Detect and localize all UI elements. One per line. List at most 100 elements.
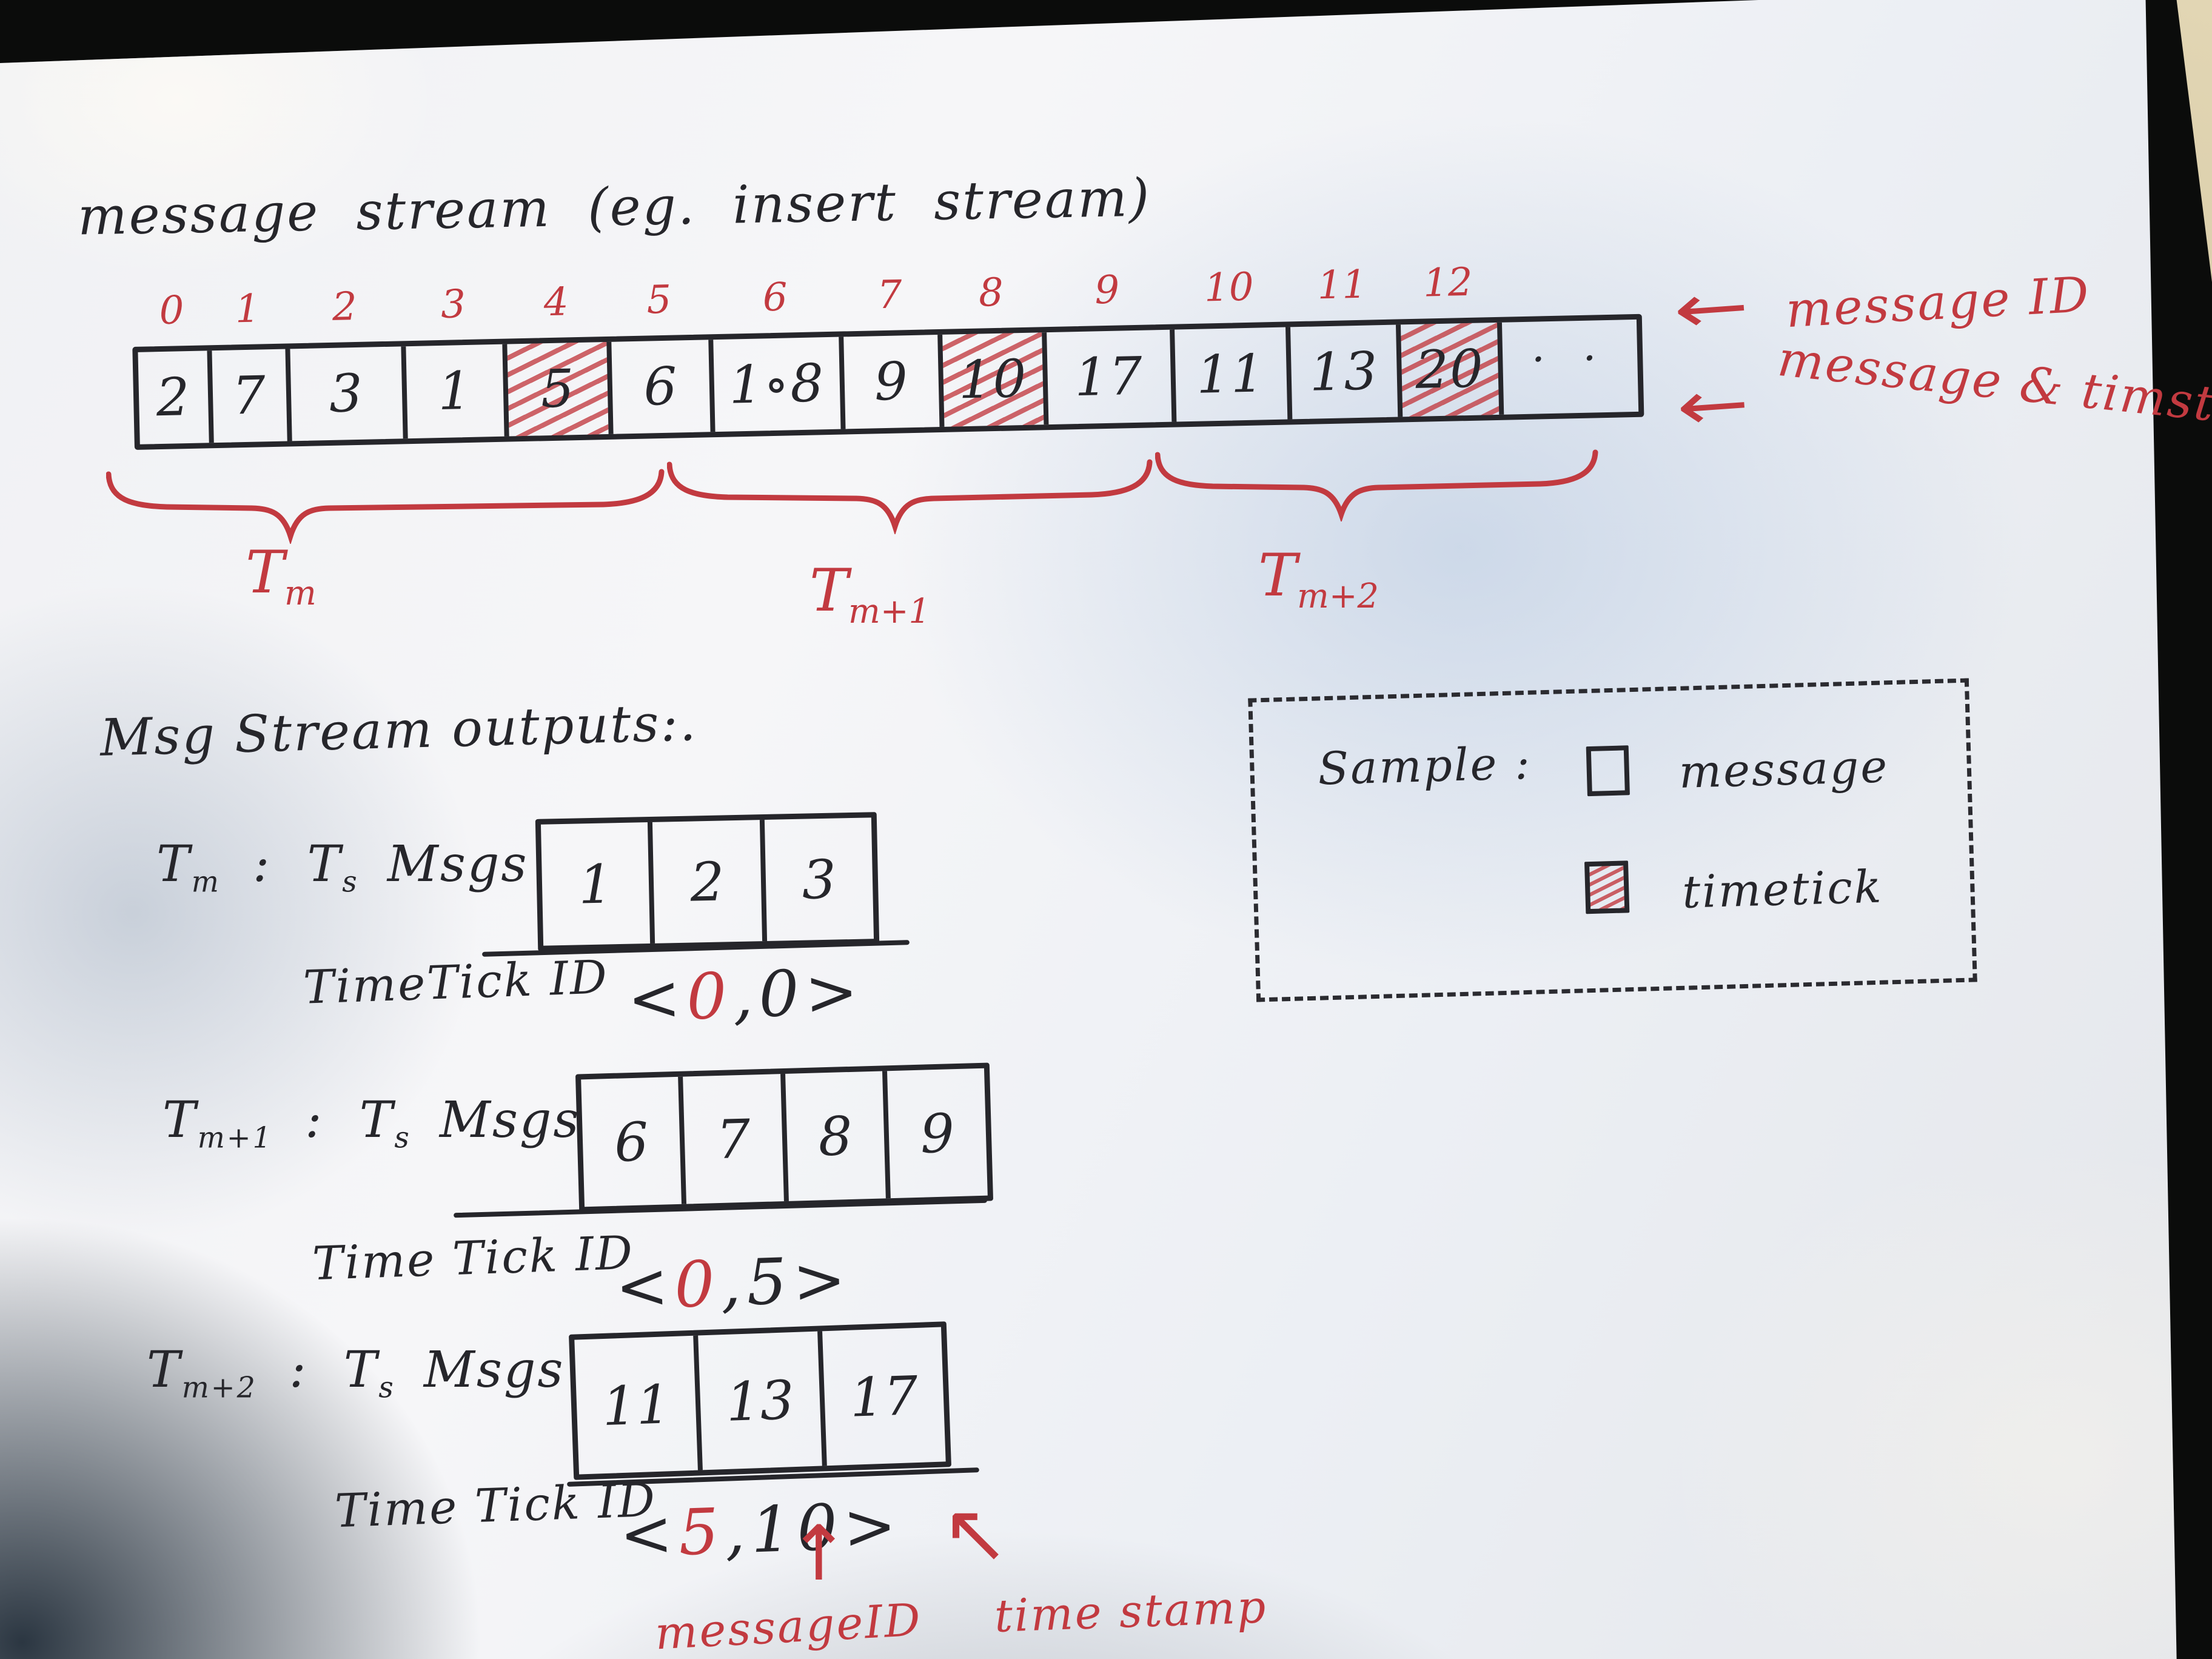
ts-sub: s	[378, 1371, 395, 1405]
output-msg-cell: 17	[817, 1327, 946, 1466]
window-label-tm1: Tm+1	[809, 557, 930, 629]
left-arrow-icon: ←	[1671, 266, 1752, 349]
message-stream-row: 0 2 1 7 2 3 3 1 4 5 5 6 6 1∘8 7 9 8 10 9 17 10 11 11 13 12 20 · ·	[131, 251, 1644, 450]
window-label-tm: Tm	[246, 538, 317, 611]
stream-cell-value: · ·	[1530, 332, 1609, 384]
timetick-pair-tm: <0,0>	[626, 954, 865, 1036]
window-brace-tm1	[667, 459, 1153, 534]
pair-timestamp: 5	[745, 1244, 794, 1320]
comma: ,	[723, 1493, 752, 1569]
output-msg-cell: 7	[678, 1074, 784, 1204]
timetick-square-icon	[1584, 860, 1630, 914]
stream-cell-value: 17	[1074, 346, 1144, 409]
stream-cell-value: 7	[231, 365, 267, 427]
window-label-sub: m+2	[1297, 577, 1379, 617]
angle-close: >	[803, 954, 865, 1030]
left-arrow-icon: ←	[1674, 363, 1752, 446]
msgs-word: Msgs	[423, 1341, 565, 1399]
stream-cell-message: 10 11	[1169, 265, 1288, 422]
stream-cell-index: 3	[440, 282, 466, 327]
stream-cell-index: 0	[158, 288, 185, 334]
output-msg-cell: 11	[601, 1372, 672, 1438]
colon: :	[289, 1341, 308, 1399]
output-msg-cell: 6	[613, 1110, 649, 1174]
t-label: T	[147, 1341, 182, 1399]
msgs-word: Msgs	[439, 1091, 581, 1149]
timetick-pair-tm2: <5,10>	[618, 1488, 903, 1572]
output-msgs-box-tm2: 11 13 17	[569, 1321, 951, 1480]
t-sub: m+2	[181, 1371, 257, 1405]
stream-cell-value: 10	[957, 348, 1028, 411]
message-square-icon	[1586, 745, 1630, 797]
stream-cell-message: 11 13	[1285, 263, 1398, 420]
legend-timetick-label: timetick	[1681, 860, 1884, 919]
window-label-main: T	[246, 538, 285, 606]
stream-cell-index: 6	[762, 275, 788, 321]
pair-message-id: 0	[673, 1246, 722, 1322]
stream-cell-index: 7	[877, 272, 903, 318]
stream-cell-timetick: 8 10	[937, 270, 1044, 427]
stream-cell-index	[1501, 256, 1635, 260]
output-msg-cell: 8	[780, 1071, 886, 1202]
msgs-word: Msgs	[387, 836, 529, 893]
stream-cell-index: 5	[646, 277, 672, 323]
window-brace-tm	[106, 469, 665, 544]
comma: ,	[719, 1245, 748, 1321]
angle-close: >	[791, 1242, 853, 1318]
timetick-pair-tm1: <0,5>	[614, 1242, 853, 1324]
stream-cell-value: 5	[540, 358, 576, 420]
window-label-sub: m	[284, 574, 317, 614]
ts-sub: s	[342, 865, 359, 899]
stream-cell-index: 12	[1423, 260, 1473, 306]
stream-cell-timetick: 12 20	[1395, 260, 1500, 417]
window-brace-tm2	[1155, 449, 1598, 521]
comma: ,	[731, 957, 760, 1033]
stream-cell-value: 2	[155, 366, 192, 429]
stream-cell-value: 1∘8	[728, 353, 826, 416]
output-msg-cell: 1	[578, 852, 614, 916]
stream-cell-index: 4	[543, 280, 569, 326]
t-label: T	[163, 1091, 198, 1149]
stream-cell-index: 1	[235, 286, 261, 332]
stream-cell-message: 6 1∘8	[708, 275, 841, 432]
t-sub: m	[191, 865, 221, 899]
legend-title: Sample :	[1317, 737, 1532, 796]
stream-cell-index: 11	[1316, 262, 1367, 309]
up-left-arrow-icon: ↖	[941, 1486, 1010, 1581]
timetick-label-tm: TimeTick ID	[302, 950, 610, 1014]
ts-label: T	[343, 1341, 379, 1399]
pair-timestamp: 0	[757, 956, 806, 1032]
angle-open: <	[626, 960, 688, 1036]
window-label-tm2: Tm+2	[1258, 541, 1379, 614]
window-label-sub: m+1	[848, 592, 930, 632]
stream-cell-message: 9 17	[1041, 268, 1171, 425]
output-row-label-tm: Tm : Ts Msgs	[156, 836, 529, 897]
window-label-main: T	[1258, 541, 1298, 609]
stream-cell-value: 3	[328, 363, 364, 424]
output-msg-cell: 13	[693, 1331, 822, 1470]
stream-cell-value: 13	[1309, 341, 1379, 403]
pair-message-id: 5	[677, 1494, 726, 1570]
window-label-main: T	[809, 557, 849, 625]
stream-cell-index: 8	[978, 270, 1004, 316]
timetick-label-tm2: Time Tick ID	[333, 1472, 658, 1538]
stream-cell-index: 2	[332, 284, 358, 330]
pair-message-id: 0	[685, 958, 734, 1034]
timetick-label-tm1: Time Tick ID	[311, 1225, 635, 1291]
timestamp-annotation: time stamp	[993, 1581, 1269, 1643]
output-msg-cell: 2	[648, 820, 762, 943]
ts-label: T	[307, 836, 343, 893]
output-row-label-tm2: Tm+2 : Ts Msgs	[147, 1341, 565, 1403]
stream-cell-value: 11	[1196, 343, 1266, 406]
angle-close: >	[842, 1487, 903, 1564]
up-arrow-icon: ↑	[787, 1510, 851, 1598]
